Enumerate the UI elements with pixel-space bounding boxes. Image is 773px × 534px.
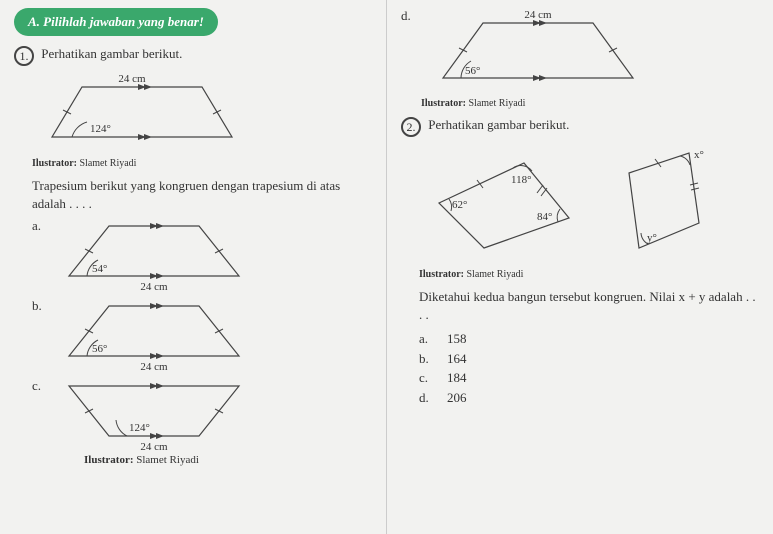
arrow-icon xyxy=(144,84,152,90)
arc xyxy=(680,156,690,165)
question-2: 2. Perhatikan gambar berikut. xyxy=(401,117,759,137)
right-column: d. 24 cm 56° Ilustrator: Slamet Riyadi 2… xyxy=(387,0,773,534)
tick-icon xyxy=(85,409,93,413)
left-column: A. Pilihlah jawaban yang benar! 1. Perha… xyxy=(0,0,387,534)
trapezoid-c: 124° 24 cm Ilustrator: Slamet Riyadi xyxy=(54,378,254,468)
arrow-icon xyxy=(156,383,164,389)
q2-opt-c: c. 184 xyxy=(419,368,759,388)
arrow-icon xyxy=(156,223,164,229)
angle-54: 54° xyxy=(92,263,107,275)
trapezoid-main: 24 cm 124° xyxy=(32,72,252,152)
arrow-icon xyxy=(144,134,152,140)
arrow-icon xyxy=(539,75,547,81)
opt-label-a: a. xyxy=(32,218,46,234)
angle-124: 124° xyxy=(90,123,111,135)
q1-option-c: c. 124° 24 cm Ilustrator: Slamet Riyadi xyxy=(32,378,372,468)
val: 184 xyxy=(447,368,467,388)
q2-prompt: Perhatikan gambar berikut. xyxy=(428,117,569,133)
credit-name: Slamet Riyadi xyxy=(469,98,526,109)
credit-name: Slamet Riyadi xyxy=(80,158,137,169)
credit-q2: Ilustrator: Slamet Riyadi xyxy=(419,269,759,280)
qnum-2: 2. xyxy=(401,117,421,137)
trapezoid-a: 54° 24 cm xyxy=(54,218,254,296)
credit-1: Ilustrator: Slamet Riyadi xyxy=(32,158,372,169)
tick-icon xyxy=(85,249,93,253)
tick-icon xyxy=(215,249,223,253)
opt-label-c: c. xyxy=(32,378,46,394)
arrow-icon xyxy=(156,353,164,359)
arrow-icon xyxy=(156,303,164,309)
q2-opt-b: b. 164 xyxy=(419,349,759,369)
angle-y: y° xyxy=(647,232,657,244)
q2-answers: a. 158 b. 164 c. 184 d. 206 xyxy=(419,329,759,407)
q2-stem: Diketahui kedua bangun tersebut kongruen… xyxy=(419,288,759,323)
angle-124: 124° xyxy=(129,422,150,434)
arrow-icon xyxy=(156,273,164,279)
tick-icon xyxy=(215,329,223,333)
tick-icon xyxy=(215,409,223,413)
qnum-1: 1. xyxy=(14,46,34,66)
credit-name: Slamet Riyadi xyxy=(467,269,524,280)
label-24cm: 24 cm xyxy=(524,9,552,21)
quad-right xyxy=(629,153,699,248)
tick-icon xyxy=(477,180,483,188)
q2-opt-a: a. 158 xyxy=(419,329,759,349)
angle-x: x° xyxy=(694,149,704,161)
trapezoid-shape xyxy=(52,87,232,137)
angle-56: 56° xyxy=(465,65,480,77)
q2-figure: 118° 62° 84° x° y° xyxy=(419,143,759,267)
q2-opt-d: d. 206 xyxy=(419,388,759,408)
credit-d: Ilustrator: Slamet Riyadi xyxy=(421,98,759,109)
page: A. Pilihlah jawaban yang benar! 1. Perha… xyxy=(0,0,773,534)
credit-label: Ilustrator: xyxy=(421,98,466,109)
tick-icon xyxy=(537,185,543,193)
lab: b. xyxy=(419,349,437,369)
question-1: 1. Perhatikan gambar berikut. xyxy=(14,46,372,66)
val: 164 xyxy=(447,349,467,369)
credit-label: Ilustrator: xyxy=(419,269,464,280)
q1-stem: Trapesium berikut yang kongruen dengan t… xyxy=(32,177,372,212)
section-header: A. Pilihlah jawaban yang benar! xyxy=(14,8,218,36)
angle-56: 56° xyxy=(92,343,107,355)
tick-icon xyxy=(541,188,547,196)
lab: d. xyxy=(419,388,437,408)
angle-118: 118° xyxy=(511,174,532,186)
tick-icon xyxy=(85,329,93,333)
angle-62: 62° xyxy=(452,199,467,211)
trapezoid-d: 24 cm 56° xyxy=(423,8,653,96)
angle-84: 84° xyxy=(537,211,552,223)
tick-icon xyxy=(691,188,699,190)
label-24cm: 24 cm xyxy=(140,361,168,373)
credit-line: Ilustrator: Slamet Riyadi xyxy=(84,454,199,466)
tick-icon xyxy=(213,110,221,114)
lab: a. xyxy=(419,329,437,349)
q1-option-b: b. 56° 24 cm xyxy=(32,298,372,376)
trapezoid-b: 56° 24 cm xyxy=(54,298,254,376)
credit-label: Ilustrator: xyxy=(32,158,77,169)
angle-arc xyxy=(116,420,127,436)
lab: c. xyxy=(419,368,437,388)
q1-option-a: a. 54° 24 cm xyxy=(32,218,372,296)
label-24cm: 24 cm xyxy=(118,73,146,85)
q1-main-figure: 24 cm 124° xyxy=(32,72,372,156)
label-24cm: 24 cm xyxy=(140,441,168,453)
val: 206 xyxy=(447,388,467,408)
q1-prompt: Perhatikan gambar berikut. xyxy=(41,46,182,62)
val: 158 xyxy=(447,329,467,349)
label-24cm: 24 cm xyxy=(140,281,168,293)
q1-option-d: d. 24 cm 56° xyxy=(401,8,759,96)
opt-label-b: b. xyxy=(32,298,46,314)
quads: 118° 62° 84° x° y° xyxy=(419,143,719,263)
arc xyxy=(557,209,560,222)
arrow-icon xyxy=(156,433,164,439)
opt-label-d: d. xyxy=(401,8,415,24)
tick-icon xyxy=(63,110,71,114)
angle-arc xyxy=(72,122,87,137)
shape xyxy=(69,386,239,436)
